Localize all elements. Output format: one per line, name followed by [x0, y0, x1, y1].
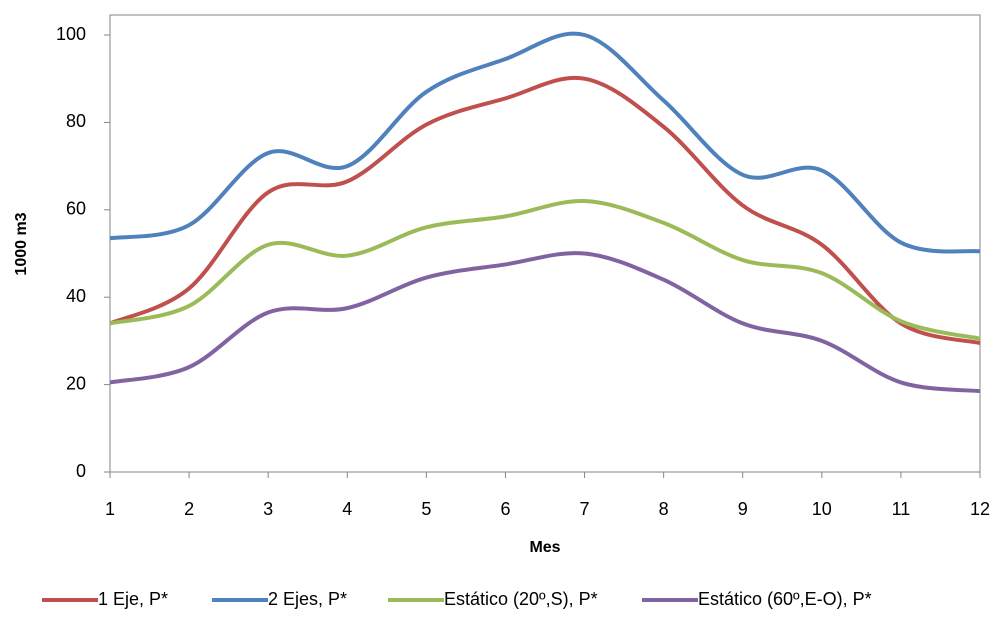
series-line: [109, 199, 981, 341]
y-tick-label: 80: [66, 111, 86, 131]
x-tick-label: 3: [263, 499, 273, 519]
x-tick-label: 1: [105, 499, 115, 519]
series-line: [109, 31, 981, 254]
y-tick-label: 40: [66, 286, 86, 306]
series-line: [109, 251, 981, 394]
legend-label: Estático (20º,S), P*: [444, 589, 598, 609]
y-tick-label: 20: [66, 373, 86, 393]
x-tick-label: 9: [738, 499, 748, 519]
x-tick-label: 10: [812, 499, 832, 519]
y-axis-title: 1000 m3: [13, 212, 30, 275]
x-tick-label: 7: [580, 499, 590, 519]
x-tick-label: 6: [500, 499, 510, 519]
x-tick-label: 11: [892, 499, 911, 519]
x-tick-label: 2: [184, 499, 194, 519]
y-tick-label: 60: [66, 199, 86, 219]
x-tick-label: 12: [970, 499, 990, 519]
legend-label: 1 Eje, P*: [98, 589, 168, 609]
x-tick-label: 8: [659, 499, 669, 519]
x-tick-label: 4: [342, 499, 352, 519]
x-axis-title: Mes: [529, 539, 560, 556]
y-tick-label: 0: [76, 461, 86, 481]
series-line: [109, 75, 981, 346]
legend-label: 2 Ejes, P*: [268, 589, 347, 609]
y-tick-label: 100: [56, 24, 86, 44]
plot-frame: [109, 14, 981, 473]
legend-label: Estático (60º,E-O), P*: [698, 589, 872, 609]
x-tick-label: 5: [421, 499, 431, 519]
